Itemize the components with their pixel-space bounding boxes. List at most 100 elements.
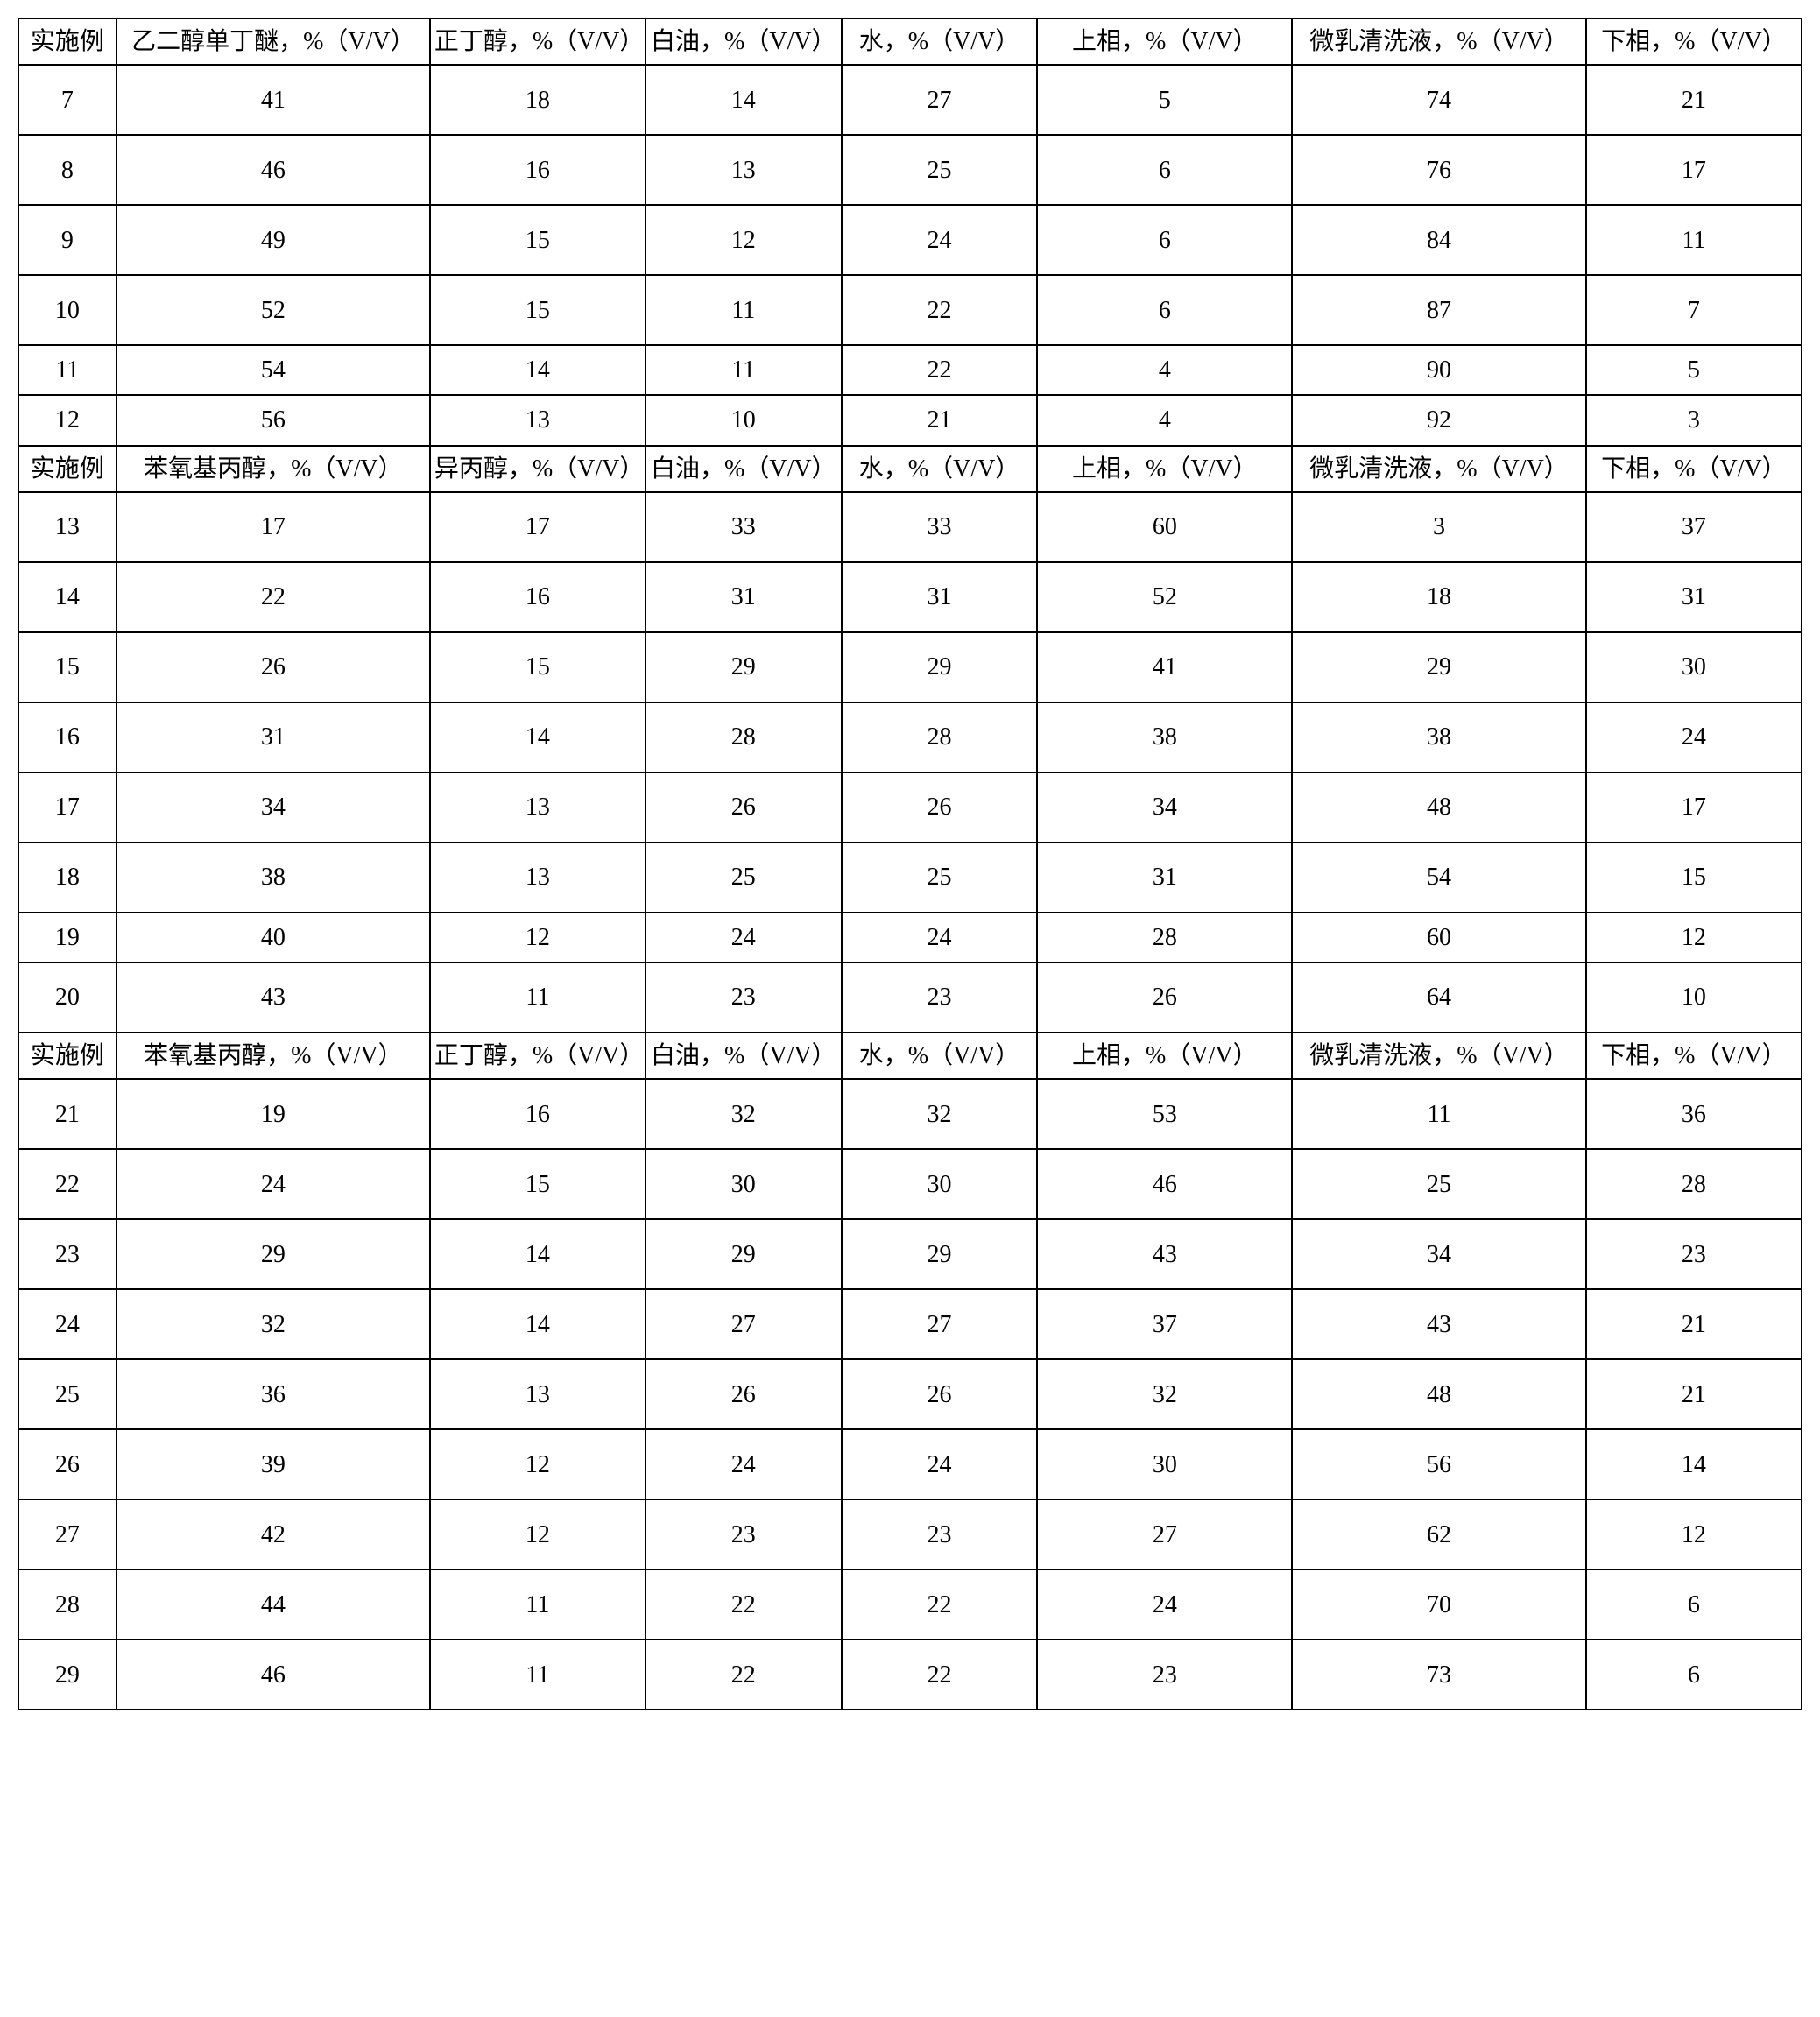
- table-cell: 30: [842, 1149, 1038, 1219]
- table-cell: 15: [430, 205, 645, 275]
- table-row: 74118142757421: [18, 65, 1802, 135]
- table-cell: 14: [430, 1219, 645, 1289]
- table-row: 12561310214923: [18, 395, 1802, 445]
- table-cell: 14: [1586, 1429, 1802, 1499]
- table-cell: 16: [430, 562, 645, 632]
- table-cell: 23: [645, 1499, 842, 1569]
- table-cell: 23: [18, 1219, 116, 1289]
- table-cell: 31: [842, 562, 1038, 632]
- table-cell: 43: [1037, 1219, 1292, 1289]
- table-cell: 32: [645, 1079, 842, 1149]
- column-header: 苯氧基丙醇，%（V/V）: [116, 446, 430, 492]
- table-cell: 12: [645, 205, 842, 275]
- table-cell: 48: [1292, 1359, 1586, 1429]
- table-cell: 4: [1037, 395, 1292, 445]
- column-header: 水，%（V/V）: [842, 18, 1038, 65]
- table-cell: 27: [18, 1499, 116, 1569]
- table-cell: 34: [116, 772, 430, 843]
- table-cell: 18: [18, 843, 116, 913]
- table-row: 2536132626324821: [18, 1359, 1802, 1429]
- table-row: 2224153030462528: [18, 1149, 1802, 1219]
- table-cell: 25: [842, 135, 1038, 205]
- table-cell: 31: [1037, 843, 1292, 913]
- table-cell: 12: [18, 395, 116, 445]
- table-cell: 26: [645, 1359, 842, 1429]
- table-cell: 21: [18, 1079, 116, 1149]
- table-cell: 21: [1586, 65, 1802, 135]
- table-cell: 27: [1037, 1499, 1292, 1569]
- table-cell: 56: [116, 395, 430, 445]
- table-cell: 76: [1292, 135, 1586, 205]
- column-header: 下相，%（V/V）: [1586, 1033, 1802, 1079]
- table-cell: 24: [18, 1289, 116, 1359]
- table-cell: 38: [1292, 702, 1586, 772]
- column-header: 白油，%（V/V）: [645, 18, 842, 65]
- table-row: 94915122468411: [18, 205, 1802, 275]
- table-cell: 16: [18, 702, 116, 772]
- table-cell: 64: [1292, 963, 1586, 1033]
- table-row: 294611222223736: [18, 1640, 1802, 1710]
- table-cell: 17: [18, 772, 116, 843]
- table-cell: 74: [1292, 65, 1586, 135]
- table-cell: 11: [645, 275, 842, 345]
- table-cell: 11: [645, 345, 842, 395]
- table-header-row: 实施例苯氧基丙醇，%（V/V）异丙醇，%（V/V）白油，%（V/V）水，%（V/…: [18, 446, 1802, 492]
- table-cell: 87: [1292, 275, 1586, 345]
- table-row: 2043112323266410: [18, 963, 1802, 1033]
- table-cell: 26: [18, 1429, 116, 1499]
- table-cell: 13: [430, 772, 645, 843]
- table-cell: 22: [645, 1569, 842, 1640]
- table-cell: 6: [1037, 275, 1292, 345]
- table-cell: 15: [430, 275, 645, 345]
- table-cell: 70: [1292, 1569, 1586, 1640]
- table-cell: 21: [842, 395, 1038, 445]
- table-cell: 12: [1586, 913, 1802, 963]
- table-row: 1940122424286012: [18, 913, 1802, 963]
- table-cell: 37: [1586, 492, 1802, 562]
- table-cell: 25: [1292, 1149, 1586, 1219]
- table-cell: 17: [1586, 772, 1802, 843]
- table-cell: 21: [1586, 1359, 1802, 1429]
- table-cell: 13: [430, 1359, 645, 1429]
- table-cell: 54: [116, 345, 430, 395]
- table-cell: 28: [645, 702, 842, 772]
- table-cell: 11: [430, 1640, 645, 1710]
- table-cell: 6: [1586, 1569, 1802, 1640]
- table-cell: 48: [1292, 772, 1586, 843]
- table-cell: 29: [842, 632, 1038, 702]
- table-cell: 29: [116, 1219, 430, 1289]
- table-cell: 11: [18, 345, 116, 395]
- table-cell: 37: [1037, 1289, 1292, 1359]
- table-cell: 22: [842, 1569, 1038, 1640]
- table-cell: 44: [116, 1569, 430, 1640]
- table-cell: 36: [1586, 1079, 1802, 1149]
- table-cell: 25: [18, 1359, 116, 1429]
- table-body: 实施例乙二醇单丁醚，%（V/V）正丁醇，%（V/V）白油，%（V/V）水，%（V…: [18, 18, 1802, 1710]
- table-cell: 13: [430, 395, 645, 445]
- column-header: 上相，%（V/V）: [1037, 446, 1292, 492]
- table-cell: 11: [430, 963, 645, 1033]
- table-cell: 36: [116, 1359, 430, 1429]
- table-cell: 22: [842, 345, 1038, 395]
- column-header: 苯氧基丙醇，%（V/V）: [116, 1033, 430, 1079]
- table-cell: 18: [430, 65, 645, 135]
- table-cell: 10: [645, 395, 842, 445]
- table-cell: 29: [645, 1219, 842, 1289]
- table-cell: 13: [645, 135, 842, 205]
- table-cell: 34: [1037, 772, 1292, 843]
- table-cell: 26: [645, 772, 842, 843]
- table-cell: 22: [645, 1640, 842, 1710]
- table-cell: 20: [18, 963, 116, 1033]
- table-cell: 11: [1292, 1079, 1586, 1149]
- table-cell: 27: [842, 1289, 1038, 1359]
- table-cell: 11: [1586, 205, 1802, 275]
- table-cell: 27: [842, 65, 1038, 135]
- table-cell: 49: [116, 205, 430, 275]
- table-cell: 12: [1586, 1499, 1802, 1569]
- table-row: 1422163131521831: [18, 562, 1802, 632]
- table-cell: 38: [1037, 702, 1292, 772]
- table-cell: 12: [430, 913, 645, 963]
- table-cell: 43: [116, 963, 430, 1033]
- table-row: 11541411224905: [18, 345, 1802, 395]
- table-cell: 6: [1586, 1640, 1802, 1710]
